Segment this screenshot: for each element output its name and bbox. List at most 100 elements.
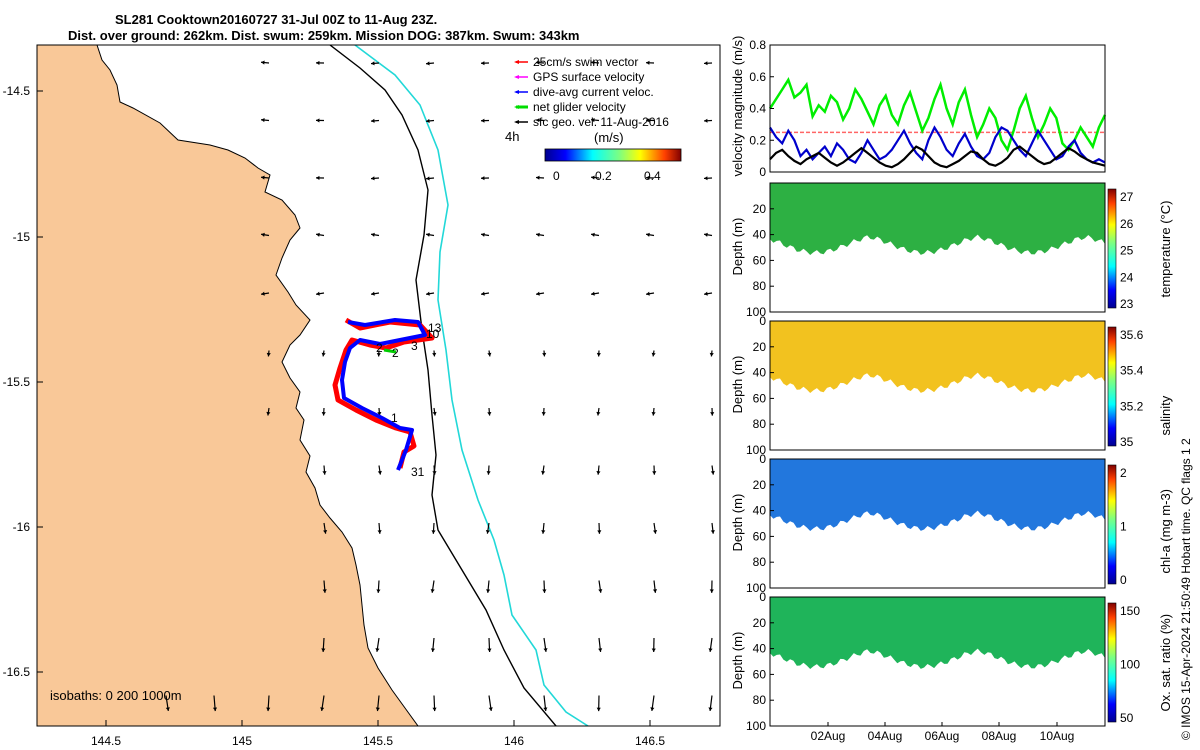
legend-label: 25cm/s swim vector bbox=[533, 55, 638, 69]
depth-ytick: 0 bbox=[759, 590, 766, 604]
svg-text:10: 10 bbox=[426, 327, 440, 341]
speed-colorbar bbox=[544, 148, 682, 162]
legend-label: net glider velocity bbox=[533, 100, 626, 114]
svg-text:13: 13 bbox=[428, 321, 442, 335]
depth-section-panel: 0 20 40 60 80 100 Depth (m) 0 1 2 chl-a (mg m-3) bbox=[730, 452, 1173, 595]
velocity-ytick: 0.2 bbox=[749, 133, 766, 147]
legend-entry: 25cm/s swim vector bbox=[514, 55, 638, 69]
date-xtick: 02Aug bbox=[811, 729, 846, 743]
section-colorbar bbox=[1107, 188, 1117, 309]
colorbar-tick: 27 bbox=[1120, 190, 1134, 204]
depth-ylabel: Depth (m) bbox=[730, 356, 745, 414]
isobaths-label: isobaths: 0 200 1000m bbox=[50, 688, 182, 703]
map-panel: 13 10 3 2 2 1 31 144.5 145 145.5 146 146.5 -… bbox=[3, 44, 721, 748]
velocity-ytick: 0.8 bbox=[749, 38, 766, 52]
map-lon-tick: 145.5 bbox=[363, 734, 393, 748]
section-colorbar bbox=[1107, 326, 1117, 447]
velocity-ytick: 0 bbox=[759, 165, 766, 179]
velocity-ytick: 0.4 bbox=[749, 102, 766, 116]
colorbar-tick: 23 bbox=[1120, 297, 1134, 311]
svg-text:2: 2 bbox=[392, 346, 399, 360]
depth-ytick: 100 bbox=[746, 305, 766, 319]
velocity-series-line bbox=[769, 125, 1106, 164]
depth-ytick: 20 bbox=[753, 202, 767, 216]
velocity-series-line bbox=[769, 145, 1106, 169]
colorbar-label: chl-a (mg m-3) bbox=[1158, 489, 1173, 574]
map-lat-tick: -14.5 bbox=[3, 84, 31, 98]
isobath-1000 bbox=[354, 45, 589, 726]
footer-credit: © IMOS 15-Apr-2024 21:50:49 Hobart time.… bbox=[1179, 438, 1193, 740]
colorbar-tick: 100 bbox=[1120, 658, 1140, 672]
map-lon-tick: 145 bbox=[232, 734, 252, 748]
depth-ytick: 100 bbox=[746, 581, 766, 595]
svg-text:3: 3 bbox=[411, 339, 418, 353]
legend-label: dive-avg current veloc. bbox=[533, 85, 654, 99]
depth-ylabel: Depth (m) bbox=[730, 218, 745, 276]
svg-text:1: 1 bbox=[391, 411, 398, 425]
section-fill bbox=[770, 321, 1105, 393]
colorbar-tick: 25 bbox=[1120, 244, 1134, 258]
velocity-ytick: 0.6 bbox=[749, 70, 766, 84]
date-xtick: 10Aug bbox=[1040, 729, 1075, 743]
colorbar-tick: 35.6 bbox=[1120, 328, 1144, 342]
track-day-labels: 13 10 3 2 2 1 31 bbox=[376, 321, 442, 479]
colorbar-tick: 35.4 bbox=[1120, 364, 1144, 378]
depth-ytick: 20 bbox=[753, 340, 767, 354]
depth-ytick: 40 bbox=[753, 228, 767, 242]
depth-ytick: 100 bbox=[746, 719, 766, 733]
map-lat-tick: -15 bbox=[13, 230, 31, 244]
depth-ytick: 20 bbox=[753, 478, 767, 492]
legend-entry: net glider velocity bbox=[514, 100, 626, 114]
depth-ytick: 20 bbox=[753, 616, 767, 630]
depth-ytick: 60 bbox=[753, 253, 767, 267]
colorbar-tick: 0 bbox=[1120, 573, 1127, 587]
depth-ytick: 60 bbox=[753, 667, 767, 681]
title-line-2: Dist. over ground: 262km. Dist. swum: 25… bbox=[68, 28, 580, 43]
colorbar-label: salinity bbox=[1158, 395, 1173, 435]
legend-entry: dive-avg current veloc. bbox=[514, 85, 654, 99]
section-colorbar bbox=[1107, 464, 1117, 585]
age-label: 4h bbox=[505, 129, 519, 144]
colorbar-tick: 35 bbox=[1120, 435, 1134, 449]
depth-ytick: 60 bbox=[753, 529, 767, 543]
depth-section-panel: 0 20 40 60 80 100 Depth (m) 50 100 150 Ox. sat. ra… bbox=[730, 590, 1173, 743]
depth-ytick: 80 bbox=[753, 555, 767, 569]
map-lat-ticks: -14.5 -15 -15.5 -16 -16.5 bbox=[3, 84, 43, 679]
svg-text:0: 0 bbox=[553, 169, 560, 183]
colorbar-label: Ox. sat. ratio (%) bbox=[1158, 614, 1173, 712]
legend-label: sfc geo. vel. 11-Aug-2016 bbox=[533, 115, 669, 129]
colorbar-tick: 50 bbox=[1120, 711, 1134, 725]
surface-velocity-arrows bbox=[165, 60, 715, 712]
isobath-200 bbox=[329, 45, 557, 726]
map-lon-ticks: 144.5 145 145.5 146 146.5 bbox=[91, 720, 665, 748]
section-colorbar bbox=[1107, 602, 1117, 723]
svg-text:31: 31 bbox=[411, 465, 425, 479]
colorbar-label: temperature (°C) bbox=[1158, 201, 1173, 298]
depth-ytick: 80 bbox=[753, 279, 767, 293]
velocity-panel: 0 0.2 0.4 0.6 0.8 velocity magnitude (m/s) bbox=[730, 36, 1107, 179]
date-xtick: 04Aug bbox=[868, 729, 903, 743]
map-lon-tick: 144.5 bbox=[91, 734, 121, 748]
depth-ytick: 40 bbox=[753, 366, 767, 380]
map-lat-tick: -15.5 bbox=[3, 375, 31, 389]
svg-text:0.2: 0.2 bbox=[595, 169, 612, 183]
depth-ylabel: Depth (m) bbox=[730, 632, 745, 690]
depth-ytick: 80 bbox=[753, 417, 767, 431]
depth-ytick: 80 bbox=[753, 693, 767, 707]
depth-section-panel: 0 20 40 60 80 100 Depth (m) 35 35.2 35.4 35.6 salin… bbox=[730, 314, 1173, 457]
svg-text:0.4: 0.4 bbox=[644, 169, 661, 183]
colorbar-tick: 35.2 bbox=[1120, 399, 1144, 413]
legend-label: GPS surface velocity bbox=[533, 70, 644, 84]
map-lat-tick: -16 bbox=[13, 520, 31, 534]
map-lat-tick: -16.5 bbox=[3, 665, 31, 679]
depth-ytick: 60 bbox=[753, 391, 767, 405]
colorbar-tick: 2 bbox=[1120, 466, 1127, 480]
depth-ytick: 100 bbox=[746, 443, 766, 457]
colorbar-tick: 150 bbox=[1120, 604, 1140, 618]
section-fill bbox=[770, 459, 1105, 531]
date-xtick: 06Aug bbox=[925, 729, 960, 743]
velocity-series-line bbox=[768, 77, 1107, 153]
